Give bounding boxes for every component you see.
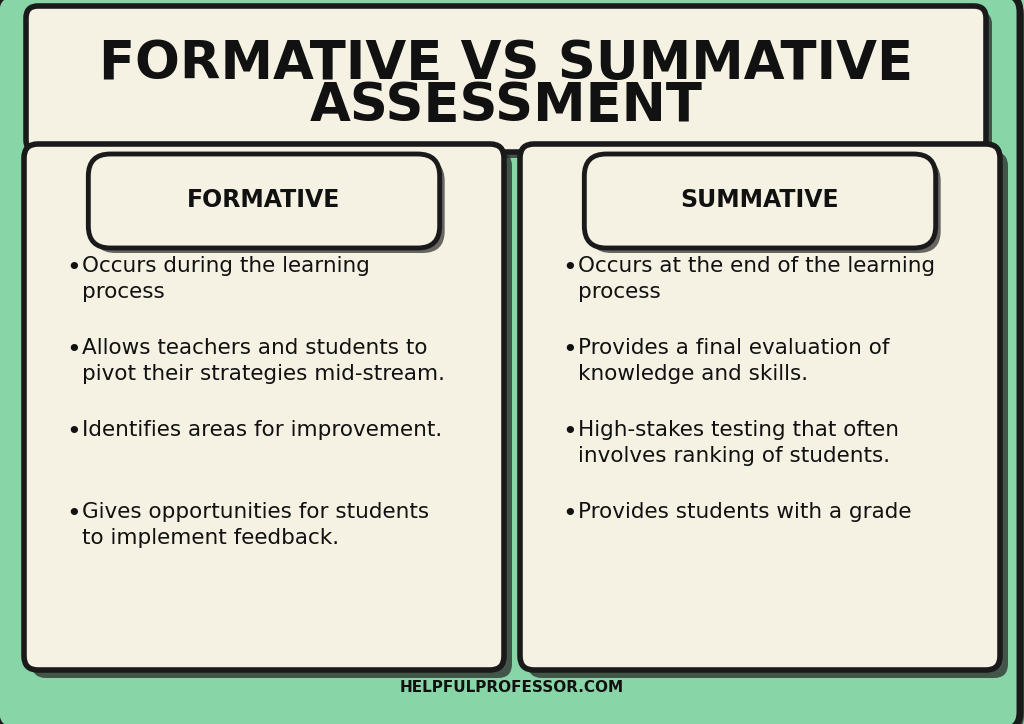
Text: •: •	[562, 420, 577, 444]
Text: FORMATIVE: FORMATIVE	[187, 188, 341, 212]
Text: Occurs at the end of the learning
process: Occurs at the end of the learning proces…	[578, 256, 935, 303]
Text: •: •	[562, 502, 577, 526]
Text: Gives opportunities for students
to implement feedback.: Gives opportunities for students to impl…	[82, 502, 429, 548]
FancyBboxPatch shape	[32, 152, 512, 678]
Text: •: •	[66, 338, 81, 362]
Text: High-stakes testing that often
involves ranking of students.: High-stakes testing that often involves …	[578, 420, 899, 466]
FancyBboxPatch shape	[520, 144, 1000, 670]
Text: ASSESSMENT: ASSESSMENT	[309, 80, 702, 132]
Text: FORMATIVE VS SUMMATIVE: FORMATIVE VS SUMMATIVE	[99, 38, 913, 90]
FancyBboxPatch shape	[93, 159, 444, 253]
FancyBboxPatch shape	[88, 154, 439, 248]
FancyBboxPatch shape	[590, 159, 941, 253]
FancyBboxPatch shape	[24, 144, 504, 670]
FancyBboxPatch shape	[26, 6, 986, 152]
Text: Provides a final evaluation of
knowledge and skills.: Provides a final evaluation of knowledge…	[578, 338, 890, 384]
Text: •: •	[66, 256, 81, 280]
Text: •: •	[562, 338, 577, 362]
Text: •: •	[562, 256, 577, 280]
Text: Occurs during the learning
process: Occurs during the learning process	[82, 256, 370, 303]
FancyBboxPatch shape	[528, 152, 1008, 678]
Text: Provides students with a grade: Provides students with a grade	[578, 502, 911, 522]
Text: SUMMATIVE: SUMMATIVE	[681, 188, 840, 212]
Text: •: •	[66, 502, 81, 526]
Text: Identifies areas for improvement.: Identifies areas for improvement.	[82, 420, 442, 440]
Text: •: •	[66, 420, 81, 444]
FancyBboxPatch shape	[585, 154, 936, 248]
Text: HELPFULPROFESSOR.COM: HELPFULPROFESSOR.COM	[400, 681, 624, 696]
FancyBboxPatch shape	[32, 12, 992, 158]
Text: Allows teachers and students to
pivot their strategies mid-stream.: Allows teachers and students to pivot th…	[82, 338, 445, 384]
